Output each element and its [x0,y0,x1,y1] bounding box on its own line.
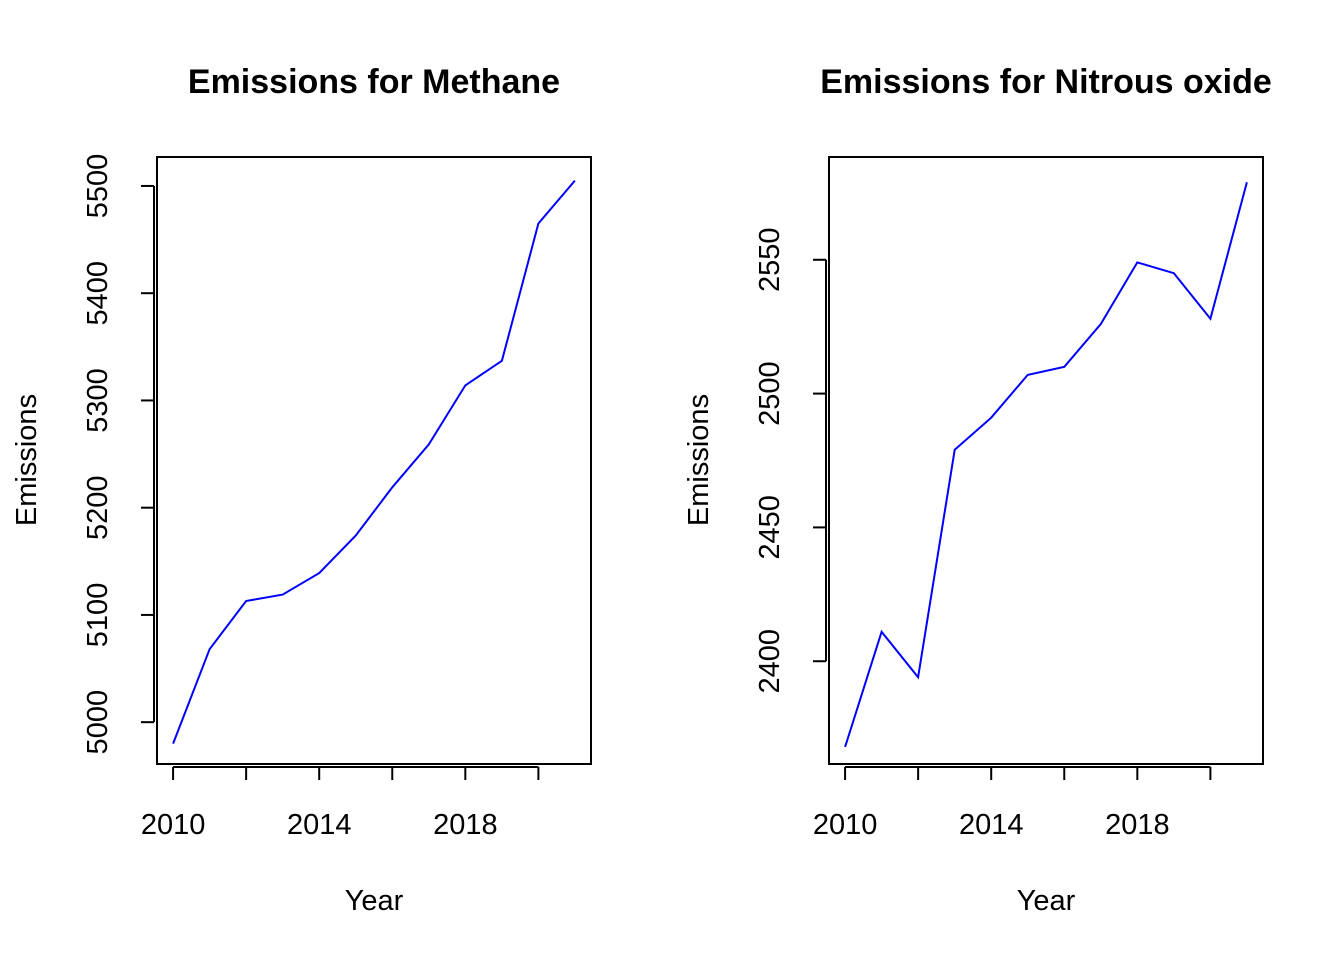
y-tick-label: 5000 [82,690,114,755]
y-tick-label: 5400 [82,261,114,326]
x-axis: 2010 2014 2018 [813,766,1212,841]
x-axis: 2010 2014 2018 [141,766,540,841]
x-tick-label: 2010 [141,809,206,841]
y-axis-label: Emissions [11,394,43,526]
x-tick-label: 2018 [1105,809,1170,841]
plot-frame [828,156,1264,765]
y-tick-label: 5100 [82,583,114,648]
x-tick-label: 2014 [287,809,352,841]
y-tick-label: 2500 [754,361,786,426]
y-tick-label: 5200 [82,475,114,540]
y-tick-label: 2550 [754,228,786,293]
plot-frame [156,156,592,765]
y-tick-label: 2450 [754,495,786,560]
panel-methane: Emissions for Methane 2010 2014 2018 50005… [11,63,592,917]
series-line [844,181,1248,748]
x-axis-label: Year [345,885,404,917]
panel-nitrous-oxide: Emissions for Nitrous oxide 2010 2014 2018… [683,63,1272,917]
y-tick-label: 2400 [754,629,786,694]
y-tick-label: 5300 [82,368,114,433]
series-group [172,179,576,744]
series-group [844,181,1248,748]
x-tick-label: 2010 [813,809,878,841]
y-axis: 2400 2450 2500 2550 [754,228,827,694]
x-tick-label: 2018 [433,809,498,841]
y-tick-label: 5500 [82,154,114,219]
y-axis-label: Emissions [683,394,715,526]
y-axis: 5000 5100 5200 5300 5400 5500 [82,154,155,755]
chart-title: Emissions for Methane [188,63,560,101]
series-line [172,179,576,744]
x-axis-label: Year [1017,885,1076,917]
x-tick-label: 2014 [959,809,1024,841]
chart-title: Emissions for Nitrous oxide [820,63,1272,101]
